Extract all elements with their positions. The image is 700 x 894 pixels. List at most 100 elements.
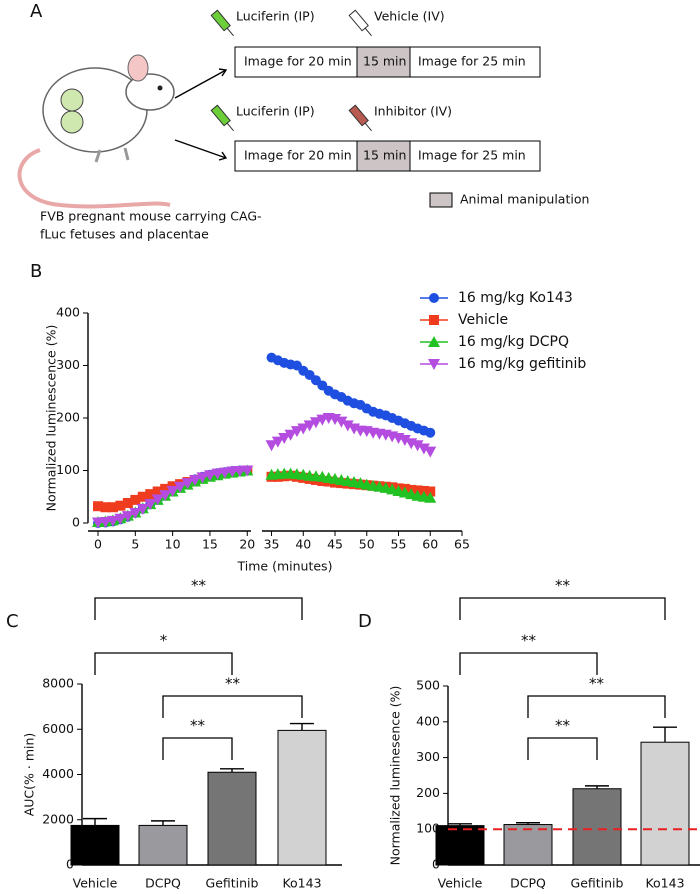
data-point bbox=[218, 467, 231, 479]
significance-bracket bbox=[459, 597, 666, 620]
y-tick-label: 400 bbox=[56, 305, 80, 320]
data-point bbox=[166, 485, 179, 497]
significance-bracket bbox=[94, 652, 233, 675]
x-tick-label: DCPQ bbox=[145, 876, 181, 891]
legend-label: Vehicle bbox=[458, 312, 508, 328]
data-point bbox=[278, 432, 291, 444]
data-point bbox=[271, 436, 284, 448]
bar bbox=[572, 788, 622, 866]
data-point bbox=[136, 503, 149, 515]
injection-label: Luciferin (IP) bbox=[236, 9, 315, 24]
panel-label: D bbox=[358, 611, 372, 632]
data-point bbox=[203, 470, 216, 482]
syringe bbox=[210, 104, 234, 132]
data-point bbox=[309, 417, 322, 429]
data-point bbox=[159, 490, 172, 502]
segment-label: 15 min bbox=[363, 148, 406, 163]
arrow bbox=[174, 139, 228, 161]
significance-bracket bbox=[527, 695, 666, 718]
y-tick-label: 200 bbox=[56, 410, 80, 425]
significance-bracket bbox=[162, 695, 303, 718]
injection-label: Inhibitor (IV) bbox=[374, 104, 452, 119]
legend-marker bbox=[428, 359, 440, 370]
x-tick-label: 10 bbox=[165, 537, 181, 552]
y-tick-label: 200 bbox=[416, 785, 440, 800]
data-point bbox=[129, 508, 142, 520]
y-tick-label: 100 bbox=[416, 821, 440, 836]
legend-label: 16 mg/kg DCPQ bbox=[458, 334, 569, 350]
data-point bbox=[211, 468, 224, 480]
y-tick-label: 300 bbox=[416, 749, 440, 764]
data-point bbox=[335, 416, 348, 428]
panel-label: A bbox=[30, 1, 43, 22]
significance-label: ** bbox=[589, 675, 605, 693]
bar bbox=[70, 824, 120, 866]
segment-label: Image for 20 min bbox=[244, 54, 352, 69]
y-axis-label: Normalized luminescence (%) bbox=[44, 325, 59, 512]
legend-marker bbox=[429, 293, 439, 303]
bar bbox=[138, 824, 188, 866]
x-tick-label: Vehicle bbox=[73, 876, 118, 891]
y-tick-label: 0 bbox=[72, 515, 80, 530]
data-point bbox=[174, 481, 187, 493]
bar bbox=[435, 825, 485, 866]
data-point bbox=[265, 440, 278, 452]
data-point bbox=[290, 426, 303, 438]
panel-label: C bbox=[6, 611, 19, 632]
significance-label: ** bbox=[190, 717, 206, 735]
segment-label: Image for 25 min bbox=[418, 148, 526, 163]
x-tick-label: 50 bbox=[359, 537, 375, 552]
caption: FVB pregnant mouse carrying CAG- bbox=[40, 209, 262, 224]
data-point bbox=[121, 511, 134, 523]
x-tick-label: DCPQ bbox=[510, 876, 546, 891]
data-point bbox=[106, 515, 119, 527]
data-point bbox=[424, 491, 437, 503]
significance-bracket bbox=[94, 597, 303, 620]
y-tick-label: 6000 bbox=[42, 721, 74, 736]
syringe bbox=[348, 104, 372, 132]
data-point bbox=[226, 466, 239, 478]
significance-bracket bbox=[459, 652, 598, 675]
data-point bbox=[151, 494, 164, 506]
y-tick-label: 400 bbox=[416, 713, 440, 728]
syringe bbox=[210, 9, 234, 37]
x-tick-label: Ko143 bbox=[282, 876, 321, 891]
x-tick-label: 45 bbox=[327, 537, 343, 552]
panel-a: A Luciferin (IP) Vehicle (IV) Luciferin … bbox=[17, 1, 589, 242]
data-point bbox=[181, 478, 194, 490]
significance-label: * bbox=[160, 632, 168, 650]
data-point bbox=[196, 472, 209, 484]
y-tick-label: 4000 bbox=[42, 766, 74, 781]
significance-bracket bbox=[162, 737, 233, 760]
injection-label: Vehicle (IV) bbox=[374, 9, 445, 24]
data-point bbox=[398, 435, 411, 447]
legend-label: 16 mg/kg gefitinib bbox=[458, 356, 586, 372]
y-tick-label: 100 bbox=[56, 462, 80, 477]
data-point bbox=[189, 474, 202, 486]
significance-label: ** bbox=[521, 632, 537, 650]
caption: fLuc fetuses and placentae bbox=[40, 227, 209, 242]
data-point bbox=[411, 440, 424, 452]
segment-label: 15 min bbox=[363, 54, 406, 69]
injection-label: Luciferin (IP) bbox=[236, 104, 315, 119]
legend-label: Animal manipulation bbox=[460, 192, 589, 207]
x-tick-label: 20 bbox=[239, 537, 255, 552]
x-axis-label: Time (minutes) bbox=[237, 559, 333, 574]
y-tick-label: 500 bbox=[416, 678, 440, 693]
data-point bbox=[92, 517, 104, 529]
legend-label: 16 mg/kg Ko143 bbox=[458, 290, 573, 306]
x-tick-label: 35 bbox=[264, 537, 280, 552]
data-point bbox=[284, 429, 297, 441]
data-point bbox=[144, 499, 157, 511]
legend-swatch bbox=[429, 192, 453, 208]
timeline: Image for 20 min 15 min Image for 25 min bbox=[234, 46, 541, 78]
x-tick-label: Ko143 bbox=[645, 876, 684, 891]
data-point bbox=[114, 513, 127, 525]
bar bbox=[207, 771, 257, 866]
x-tick-label: Gefitinib bbox=[206, 876, 259, 891]
data-point bbox=[99, 516, 112, 528]
legend-marker bbox=[429, 315, 439, 325]
data-point bbox=[425, 427, 436, 438]
significance-label: ** bbox=[191, 577, 207, 595]
